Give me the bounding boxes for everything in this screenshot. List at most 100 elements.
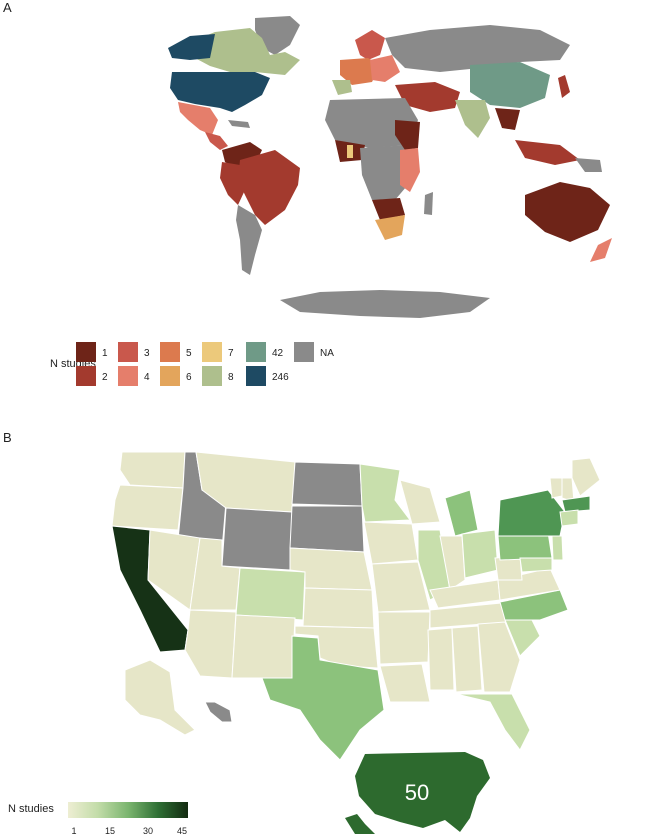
legend-swatch-na xyxy=(294,342,314,362)
ghana xyxy=(347,145,353,158)
state-sd xyxy=(289,505,365,553)
papua xyxy=(575,158,602,172)
us-legend-tick-15: 15 xyxy=(105,826,115,836)
australia xyxy=(525,182,610,242)
state-fl xyxy=(455,693,531,751)
state-al xyxy=(451,625,483,693)
brazil xyxy=(238,150,300,225)
state-md xyxy=(519,557,553,573)
southeast-asia xyxy=(495,108,520,130)
south-africa xyxy=(375,215,405,240)
state-vt xyxy=(549,477,563,499)
middle-east xyxy=(395,82,460,112)
state-mn xyxy=(359,463,411,523)
state-or xyxy=(111,484,184,531)
legend-label-7: 7 xyxy=(228,348,234,359)
japan xyxy=(558,75,570,98)
legend-swatch-3 xyxy=(118,342,138,362)
us-legend-tick-45: 45 xyxy=(177,826,187,836)
legend-swatch-2 xyxy=(76,366,96,386)
china xyxy=(470,62,550,108)
legend-swatch-8 xyxy=(202,366,222,386)
world-map xyxy=(168,16,612,318)
world-legend: N studies 1 2 3 4 5 6 7 8 42 246 NA xyxy=(50,342,334,386)
antarctica xyxy=(280,290,490,318)
panel-b-label: B xyxy=(3,430,12,445)
state-nm xyxy=(231,614,296,679)
central-america xyxy=(205,132,228,150)
southern-africa xyxy=(372,198,405,220)
new-zealand xyxy=(590,238,612,262)
state-ia xyxy=(363,521,419,565)
caribbean xyxy=(228,120,250,128)
legend-swatch-4 xyxy=(118,366,138,386)
legend-label-246: 246 xyxy=(272,372,289,383)
iberia xyxy=(332,80,352,95)
legend-swatch-5 xyxy=(160,342,180,362)
state-hi xyxy=(204,701,233,723)
western-europe xyxy=(340,58,380,85)
state-wi xyxy=(399,479,441,525)
eastern-europe xyxy=(370,55,400,82)
state-nd xyxy=(291,461,363,507)
east-africa xyxy=(400,148,420,192)
mexico xyxy=(178,102,218,135)
state-az xyxy=(184,609,237,679)
us-legend: N studies 1 15 30 45 xyxy=(8,802,188,836)
state-ga xyxy=(477,621,521,693)
usa xyxy=(170,72,270,112)
india xyxy=(455,100,490,138)
legend-swatch-6 xyxy=(160,366,180,386)
us-inset-alaska xyxy=(345,814,375,834)
legend-label-3: 3 xyxy=(144,348,150,359)
us-map xyxy=(111,451,601,761)
russia xyxy=(385,25,570,72)
legend-label-6: 6 xyxy=(186,372,192,383)
us-inset: 50 xyxy=(345,752,490,834)
state-la xyxy=(379,663,431,703)
north-africa xyxy=(325,98,418,148)
state-co xyxy=(235,567,306,621)
scandinavia xyxy=(355,30,385,60)
madagascar xyxy=(424,192,433,215)
state-ms xyxy=(427,627,455,691)
legend-label-na: NA xyxy=(320,348,334,359)
us-legend-bar xyxy=(68,802,188,818)
legend-label-5: 5 xyxy=(186,348,192,359)
canada xyxy=(195,28,300,75)
us-inset-shape xyxy=(355,752,490,832)
legend-swatch-42 xyxy=(246,342,266,362)
state-mi xyxy=(444,489,479,537)
state-ct xyxy=(559,509,579,527)
state-ar xyxy=(377,611,431,665)
state-va xyxy=(497,567,561,601)
legend-label-8: 8 xyxy=(228,372,234,383)
state-wy xyxy=(221,507,293,571)
indonesia xyxy=(515,140,580,165)
state-tx xyxy=(261,635,385,761)
state-me xyxy=(571,457,601,497)
us-legend-title: N studies xyxy=(8,803,54,815)
legend-swatch-246 xyxy=(246,366,266,386)
andes xyxy=(220,162,245,205)
greenland xyxy=(255,16,300,55)
panel-a-label: A xyxy=(3,0,12,15)
alaska xyxy=(168,34,215,60)
state-wa xyxy=(119,451,186,489)
legend-label-2: 2 xyxy=(102,372,108,383)
state-nj xyxy=(551,535,564,561)
central-africa xyxy=(360,145,412,200)
legend-label-42: 42 xyxy=(272,348,284,359)
us-legend-tick-1: 1 xyxy=(71,826,76,836)
us-inset-value: 50 xyxy=(405,780,429,805)
state-oh xyxy=(461,529,499,579)
state-ak xyxy=(124,659,196,736)
us-legend-tick-30: 30 xyxy=(143,826,153,836)
legend-swatch-7 xyxy=(202,342,222,362)
ethiopia xyxy=(395,120,420,150)
state-ks xyxy=(302,587,375,629)
state-in xyxy=(439,535,466,591)
state-ma xyxy=(561,495,591,513)
legend-label-1: 1 xyxy=(102,348,108,359)
southern-cone xyxy=(236,205,262,275)
